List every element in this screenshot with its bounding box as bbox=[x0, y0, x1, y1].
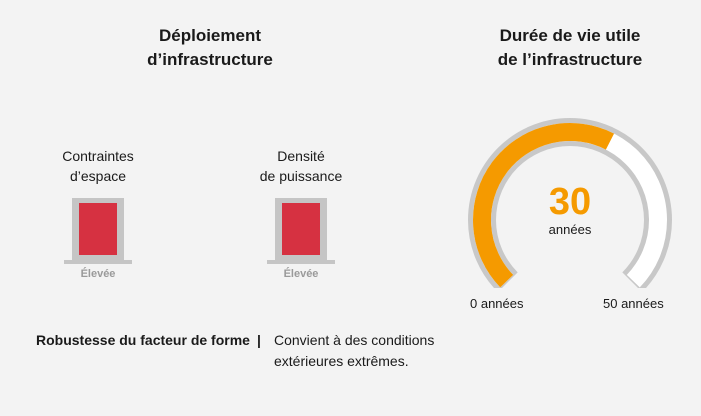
gauge-min-label: 0 années bbox=[470, 296, 524, 311]
power-density-label: Densité de puissance bbox=[236, 146, 366, 186]
level-gauge-base bbox=[64, 260, 132, 264]
power-density-label-line1: Densité bbox=[277, 148, 325, 164]
ruggedness-description-line2: extérieures extrêmes. bbox=[274, 353, 409, 369]
space-constraints-indicator: Contraintes d’espace Élevée bbox=[33, 146, 163, 280]
power-density-indicator: Densité de puissance Élevée bbox=[236, 146, 366, 280]
level-gauge-fill bbox=[79, 203, 117, 255]
deployment-title: Déploiement d’infrastructure bbox=[115, 24, 305, 72]
ruggedness-separator: | bbox=[257, 332, 261, 348]
deployment-title-line2: d’infrastructure bbox=[147, 50, 273, 69]
power-density-level: Élevée bbox=[283, 268, 319, 280]
gauge-max-label: 50 années bbox=[603, 296, 664, 311]
level-gauge-frame bbox=[275, 198, 327, 260]
ruggedness-description: Convient à des conditions extérieures ex… bbox=[274, 330, 434, 372]
level-gauge-fill bbox=[282, 203, 320, 255]
lifetime-unit: années bbox=[548, 222, 592, 237]
lifetime-title: Durée de vie utile de l’infrastructure bbox=[470, 24, 670, 72]
level-gauge-base bbox=[267, 260, 335, 264]
level-gauge-frame bbox=[72, 198, 124, 260]
space-constraints-label: Contraintes d’espace bbox=[33, 146, 163, 186]
deployment-title-line1: Déploiement bbox=[158, 26, 262, 45]
lifetime-gauge-svg bbox=[468, 118, 672, 288]
ruggedness-description-line1: Convient à des conditions bbox=[274, 332, 435, 348]
lifetime-gauge: 30 années bbox=[468, 118, 672, 288]
space-constraints-level: Élevée bbox=[80, 268, 116, 280]
lifetime-title-line2: de l’infrastructure bbox=[497, 50, 643, 69]
ruggedness-label: Robustesse du facteur de forme bbox=[36, 332, 250, 348]
power-density-label-line2: de puissance bbox=[259, 168, 343, 184]
gauge-fill bbox=[473, 123, 615, 288]
space-constraints-label-line1: Contraintes bbox=[62, 148, 134, 164]
lifetime-title-line1: Durée de vie utile bbox=[499, 26, 641, 45]
space-constraints-label-line2: d’espace bbox=[69, 168, 127, 184]
lifetime-value: 30 bbox=[548, 181, 592, 223]
